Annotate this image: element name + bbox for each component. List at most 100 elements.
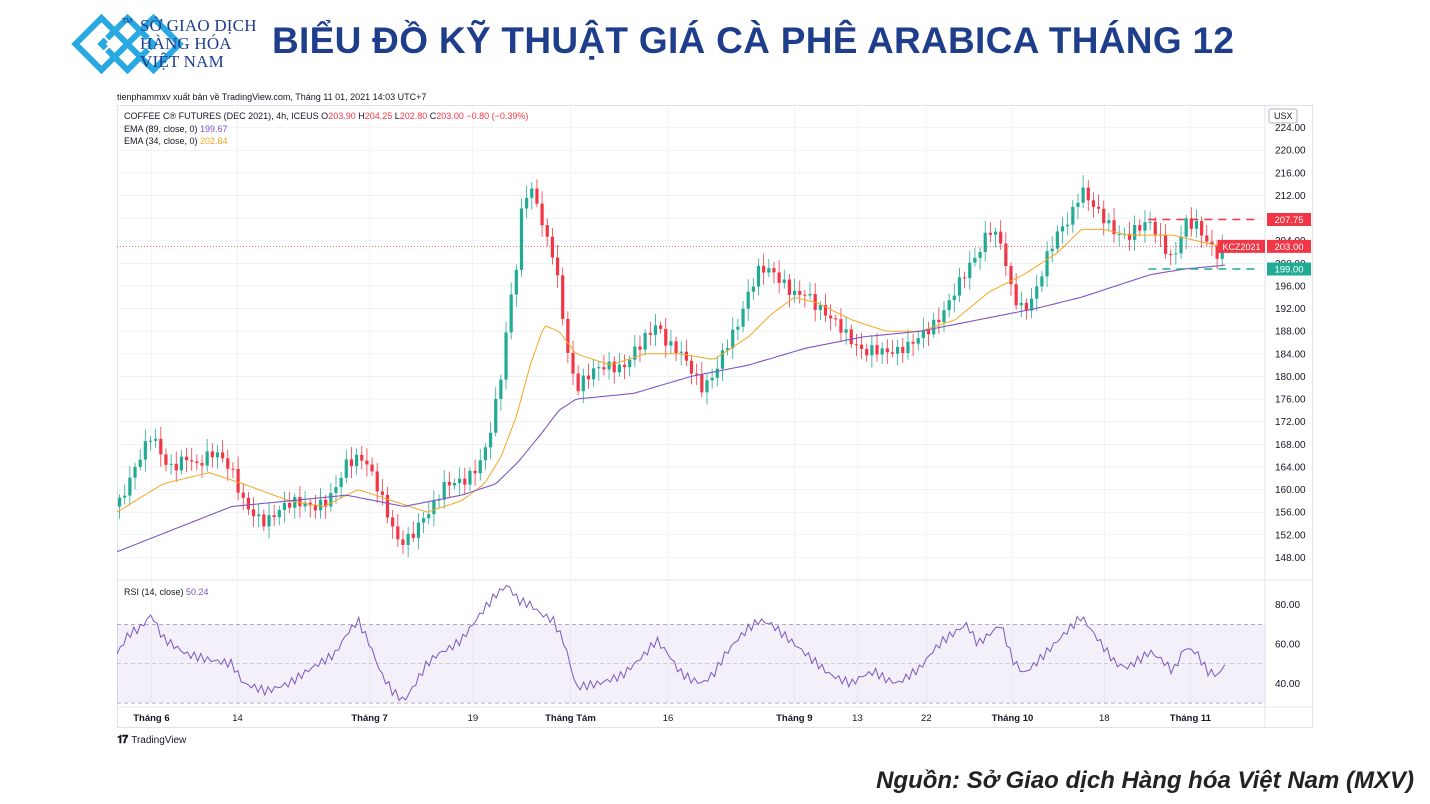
candle-body (1004, 243, 1008, 266)
candle-body (272, 515, 276, 518)
candle-body (504, 332, 508, 380)
candle-body (354, 454, 359, 467)
candle-body (689, 360, 694, 374)
candle-body (782, 279, 786, 283)
candle-body (715, 368, 719, 378)
candle-body (576, 373, 580, 392)
candle-body (133, 466, 137, 478)
candle-body (148, 440, 153, 442)
candle-body (303, 502, 307, 507)
candle-body (257, 514, 261, 517)
indicator-legend: EMA (34, close, 0) 202.84 (124, 136, 228, 146)
candle-body (1055, 231, 1059, 249)
candle-body (957, 277, 962, 296)
candle-body (1045, 251, 1049, 277)
candle-body (478, 460, 482, 474)
candle-body (818, 305, 822, 310)
price-tick-label: 156.00 (1275, 508, 1306, 519)
logo-line-1: SỞ GIAO DỊCH (140, 16, 257, 35)
candle-body (396, 526, 400, 540)
candle-body (736, 326, 740, 330)
candle-body (901, 346, 905, 353)
candle-body (906, 341, 910, 353)
candle-body (241, 492, 245, 498)
ema89-line (117, 264, 1225, 553)
rsi-legend: RSI (14, close) 50.24 (124, 587, 209, 597)
candle-body (1200, 220, 1204, 236)
candle-body (169, 463, 173, 465)
candle-body (236, 468, 240, 493)
candle-body (458, 478, 462, 484)
candle-body (530, 188, 534, 198)
candle-body (494, 398, 498, 433)
price-tick-label: 172.00 (1275, 417, 1306, 428)
price-tick-label: 152.00 (1275, 530, 1306, 541)
candle-body (834, 318, 838, 320)
candle-body (999, 231, 1003, 244)
indicator-legend: EMA (89, close, 0) 199.67 (124, 124, 228, 134)
candle-body (911, 341, 915, 344)
time-tick-label: 16 (663, 713, 674, 724)
candle-body (916, 338, 920, 344)
candle-body (525, 197, 529, 209)
currency-label: USX (1274, 111, 1293, 121)
candle-body (195, 461, 199, 464)
candle-body (1148, 221, 1152, 223)
rsi-pane (117, 584, 1265, 704)
candle-body (823, 305, 828, 316)
candle-body (277, 509, 281, 518)
candle-body (123, 495, 127, 498)
candle-body (210, 451, 214, 458)
candle-body (447, 481, 451, 486)
candle-body (452, 483, 457, 486)
candle-body (772, 268, 776, 273)
candle-body (700, 374, 704, 393)
candle-body (1081, 187, 1085, 203)
symbol-legend: COFFEE C® FUTURES (DEC 2021), 4h, ICEUS … (124, 111, 528, 121)
candle-body (499, 379, 503, 399)
candle-body (1138, 225, 1142, 231)
candle-body (808, 293, 812, 296)
candle-body (349, 459, 354, 467)
grid (117, 105, 1313, 728)
price-tick-label: 180.00 (1275, 372, 1306, 383)
candle-body (1194, 220, 1199, 229)
level-tag (1267, 213, 1311, 227)
candle-body (411, 533, 415, 538)
candle-body (926, 330, 931, 335)
candle-body (329, 493, 333, 507)
candle-body (968, 262, 972, 279)
candle-body (937, 319, 941, 323)
time-tick-label: 22 (921, 713, 932, 724)
candle-body (792, 290, 797, 295)
candle-body (416, 522, 421, 538)
candle-body (679, 351, 683, 354)
candle-body (664, 328, 668, 346)
price-tick-label: 192.00 (1275, 304, 1306, 315)
candle-body (612, 361, 616, 373)
candle-body (1169, 253, 1173, 255)
candle-body (988, 232, 992, 235)
tradingview-label: TradingView (131, 735, 187, 746)
candle-body (205, 451, 209, 466)
candle-body (246, 497, 250, 510)
candle-body (1153, 221, 1157, 235)
axes: 148.00 152.00 156.00 160.00 164.00 168.00 172.… (133, 108, 1311, 724)
candle-body (875, 345, 879, 355)
tradingview-icon: 𝟏𝟕 (117, 734, 128, 746)
candle-body (617, 364, 621, 373)
candle-body (288, 502, 292, 508)
chart: 148.00 152.00 156.00 160.00 164.00 168.00 172.… (117, 105, 1313, 728)
candle-body (468, 470, 472, 485)
candle-body (643, 332, 647, 350)
candle-body (473, 470, 477, 474)
candle-body (432, 500, 436, 515)
candle-body (586, 375, 591, 380)
time-tick-label: Tháng 11 (1170, 713, 1212, 724)
candle-body (550, 236, 554, 258)
time-tick-label: 14 (232, 713, 243, 724)
candle-body (983, 232, 987, 252)
tradingview-brand: 𝟏𝟕 TradingView (117, 734, 186, 747)
candle-body (669, 341, 673, 346)
candle-body (921, 330, 925, 339)
